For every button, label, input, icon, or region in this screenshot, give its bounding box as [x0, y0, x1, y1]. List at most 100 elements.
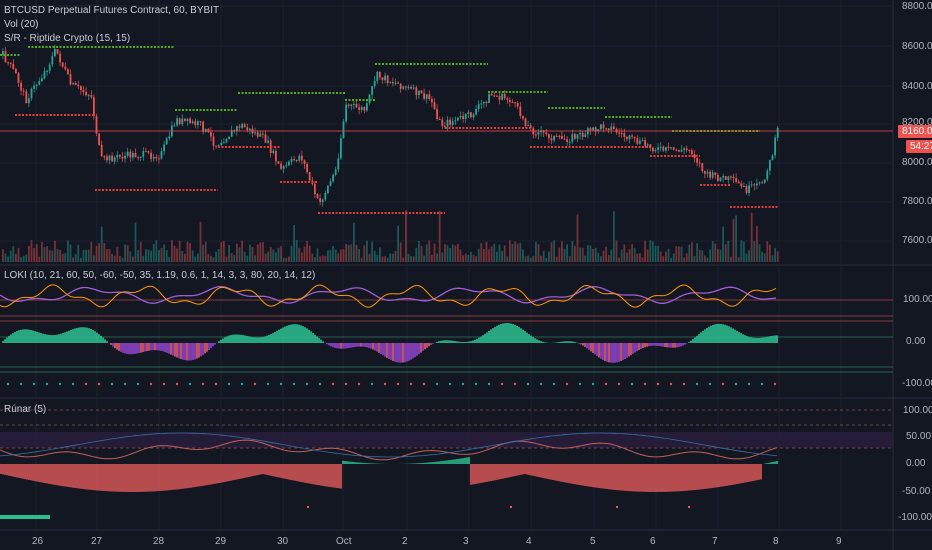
runar-histogram-bar — [700, 464, 702, 490]
loki-histogram-bar — [408, 343, 410, 361]
loki-histogram-bar — [258, 337, 260, 343]
runar-histogram-bar — [530, 464, 532, 476]
loki-histogram-bar — [750, 337, 752, 343]
volume-legend[interactable]: Vol (20) — [4, 19, 39, 30]
candle-body — [563, 138, 566, 140]
runar-histogram-bar — [608, 464, 610, 490]
volume-bar — [732, 218, 735, 262]
runar-histogram-bar — [284, 464, 286, 479]
volume-bar — [306, 240, 308, 262]
volume-bar — [82, 250, 85, 262]
runar-histogram-bar — [266, 464, 268, 475]
loki-histogram-bar — [490, 329, 492, 343]
candle-body — [654, 149, 657, 152]
loki-signal-dot — [58, 382, 62, 386]
runar-histogram-bar — [564, 464, 566, 483]
loki-histogram-bar — [146, 343, 148, 352]
loki-tick: 100.00 — [903, 294, 932, 305]
candle-body — [428, 94, 431, 100]
loki-histogram-bar — [58, 334, 60, 343]
candle-body — [548, 134, 550, 139]
candle-body — [249, 128, 251, 131]
volume-bar — [337, 253, 340, 262]
runar-tick: -100.00 — [898, 512, 932, 523]
runar-histogram-bar — [8, 464, 10, 476]
candle-body — [256, 132, 259, 137]
runar-histogram-bar — [338, 464, 340, 489]
runar-histogram-bar — [712, 464, 714, 488]
loki-histogram-bar — [230, 335, 232, 343]
loki-histogram-bar — [302, 326, 304, 343]
runar-histogram-bar — [634, 464, 636, 492]
loki-histogram-bar — [342, 343, 344, 349]
loki-histogram-bar — [528, 334, 530, 343]
loki-histogram-bar — [542, 341, 544, 343]
volume-bar — [540, 255, 542, 262]
loki-histogram-bar — [106, 341, 108, 343]
candle-body — [462, 115, 464, 119]
candle-body — [12, 63, 15, 69]
volume-bar — [537, 244, 540, 262]
candle-body — [706, 171, 709, 174]
loki-histogram-bar — [424, 343, 426, 350]
loki-histogram-bar — [38, 332, 40, 343]
runar-legend[interactable]: Rúnar (5) — [4, 404, 47, 415]
candle-body — [412, 87, 415, 89]
loki-histogram-bar — [162, 343, 164, 352]
runar-histogram-bar — [606, 464, 608, 490]
volume-bar — [605, 246, 607, 262]
candle-body — [490, 94, 493, 96]
volume-bar — [168, 257, 171, 262]
candle-body — [59, 53, 61, 63]
volume-bar — [25, 254, 28, 262]
volume-bar — [295, 240, 298, 262]
runar-histogram-bar — [240, 464, 242, 479]
loki-histogram-bar — [112, 343, 114, 347]
volume-bar — [576, 214, 579, 262]
candle-body — [384, 75, 386, 81]
volume-bar — [9, 250, 12, 262]
volume-bar — [90, 241, 93, 262]
runar-histogram-bar — [678, 464, 680, 492]
candle-body — [745, 186, 748, 194]
volume-bar — [56, 249, 59, 262]
volume-bar — [20, 257, 22, 262]
symbol-title[interactable]: BTCUSD Perpetual Futures Contract, 60, B… — [4, 5, 220, 16]
runar-histogram-bar — [512, 464, 514, 477]
loki-signal-dot — [760, 382, 764, 386]
sr-indicator-legend[interactable]: S/R - Riptide Crypto (15, 15) — [4, 33, 131, 44]
runar-histogram-bar — [434, 461, 436, 464]
volume-bar — [761, 251, 763, 262]
candle-body — [535, 134, 537, 136]
runar-histogram-bar — [142, 464, 144, 492]
volume-bar — [358, 249, 360, 262]
volume-bar — [623, 244, 626, 262]
candle-body — [730, 176, 732, 178]
runar-histogram-bar — [242, 464, 244, 479]
volume-bar — [532, 255, 535, 262]
candle-body — [381, 77, 384, 81]
loki-histogram-bar — [86, 327, 88, 343]
runar-histogram-bar — [554, 464, 556, 481]
volume-bar — [657, 245, 659, 262]
runar-histogram-bar — [366, 463, 368, 464]
loki-histogram-bar — [492, 328, 494, 343]
candle-body — [129, 151, 132, 158]
loki-legend[interactable]: LOKI (10, 21, 60, 50, -60, -50, 35, 1.19… — [4, 270, 316, 281]
runar-histogram-bar — [494, 464, 496, 481]
volume-bar — [212, 257, 215, 262]
volume-bar — [672, 253, 675, 262]
runar-signal-dot — [307, 506, 309, 508]
runar-histogram-bar — [226, 464, 228, 482]
candle-body — [103, 156, 106, 158]
candle-body — [506, 98, 509, 100]
candle-body — [558, 135, 561, 137]
loki-histogram-bar — [456, 341, 458, 343]
volume-bar — [412, 256, 415, 262]
volume-bar — [189, 243, 191, 262]
loki-histogram-bar — [228, 335, 230, 343]
runar-histogram-bar — [666, 464, 668, 492]
volume-bar — [152, 243, 155, 262]
runar-histogram-bar — [88, 464, 90, 490]
